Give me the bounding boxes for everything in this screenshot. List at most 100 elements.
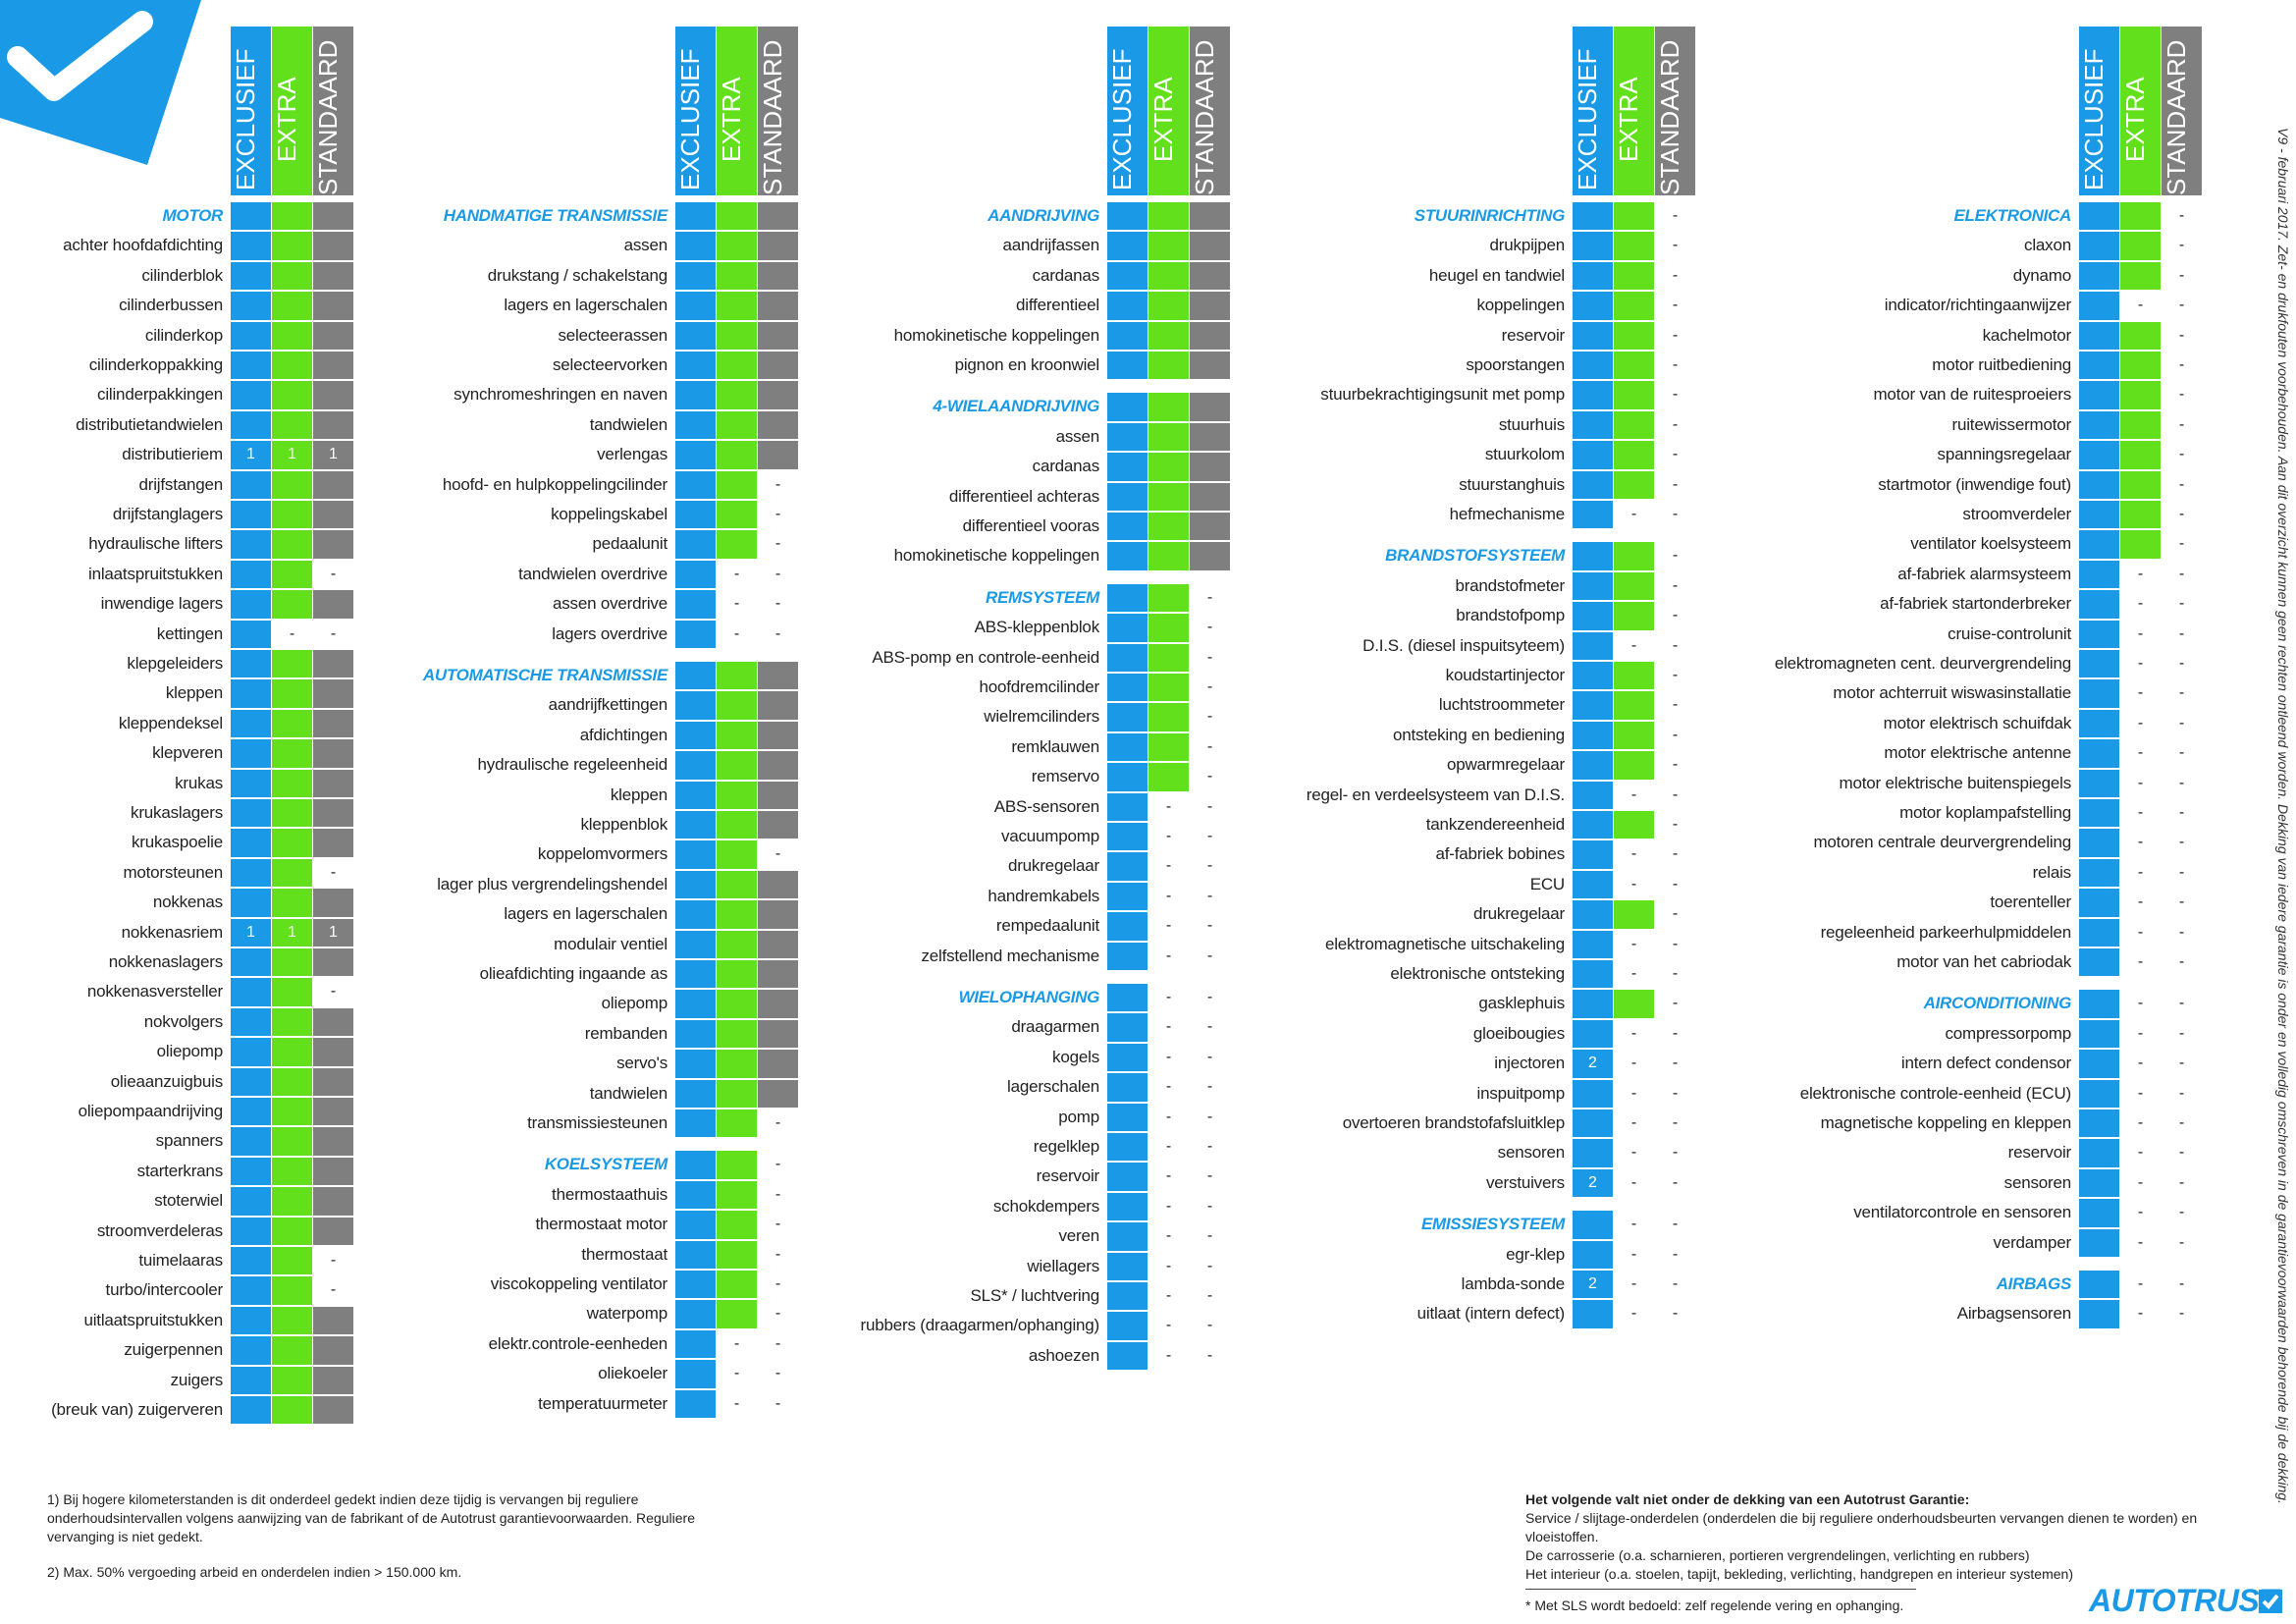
coverage-cell [2120, 410, 2161, 440]
coverage-cell [313, 948, 353, 977]
coverage-cell [1107, 852, 1148, 881]
coverage-cell [2079, 620, 2119, 648]
part-label: differentieel vooras [962, 516, 1100, 535]
coverage-cell [2079, 352, 2119, 380]
part-label: uitlaatspruitstukken [83, 1310, 223, 1329]
coverage-cell: - [2178, 1024, 2185, 1042]
part-label: drukpijpen [1489, 236, 1566, 255]
coverage-cell [1107, 1103, 1148, 1131]
part-label: kettingen [156, 623, 223, 643]
coverage-cell: - [1206, 1108, 1213, 1125]
coverage-cell [2079, 990, 2119, 1018]
coverage-cell [758, 990, 798, 1018]
coverage-cell [2120, 470, 2161, 499]
coverage-cell: - [1206, 797, 1213, 815]
coverage-cell [758, 900, 798, 929]
coverage-cell [2079, 292, 2119, 320]
coverage-cell [272, 1127, 312, 1156]
coverage-cell [1107, 393, 1148, 421]
coverage-cell: - [1672, 356, 1679, 373]
coverage-cell [313, 679, 353, 708]
part-label: motor van de ruitesproeiers [1873, 385, 2071, 405]
coverage-cell: - [1630, 875, 1637, 893]
coverage-cell [1614, 571, 1654, 601]
coverage-cell: - [1672, 607, 1679, 624]
coverage-cell: - [1165, 1048, 1172, 1065]
part-label: nokkenasriem [121, 922, 224, 942]
part-label: cilinderblok [141, 265, 223, 285]
part-label: regeleenheid parkeerhulpmiddelen [1820, 922, 2072, 942]
coverage-cell [2079, 889, 2119, 917]
coverage-cell: - [1630, 636, 1637, 654]
coverage-cell [313, 889, 353, 917]
part-label: ABS-kleppenblok [974, 618, 1100, 637]
part-label: krukas [175, 773, 223, 792]
coverage-cell [313, 1157, 353, 1186]
part-label: lagers overdrive [552, 623, 667, 643]
coverage-cell: - [774, 1216, 781, 1233]
part-label: krukaspoelie [131, 833, 223, 852]
coverage-cell: 1 [313, 441, 353, 469]
coverage-cell: - [774, 1185, 781, 1203]
coverage-cell: - [2178, 475, 2185, 493]
coverage-cell: - [1206, 619, 1213, 636]
coverage-cell [675, 620, 716, 648]
coverage-cell: 1 [272, 918, 312, 947]
coverage-cell [1573, 542, 1613, 570]
coverage-cell [717, 1050, 757, 1078]
coverage-cell: - [1672, 1275, 1679, 1292]
coverage-cell: - [1630, 1216, 1637, 1233]
coverage-cell [231, 1336, 271, 1365]
coverage-cell [675, 1271, 716, 1299]
coverage-cell: - [1672, 696, 1679, 714]
coverage-cell [758, 1050, 798, 1078]
coverage-cell [1573, 1240, 1613, 1269]
coverage-cell: - [1672, 1216, 1679, 1233]
coverage-cell: - [2137, 744, 2144, 762]
coverage-cell [272, 829, 312, 857]
part-label: rubbers (draagarmen/ophanging) [860, 1316, 1100, 1335]
coverage-cell [231, 1396, 271, 1425]
coverage-cell [2079, 261, 2119, 291]
part-label: compressorpomp [1945, 1023, 2071, 1043]
coverage-cell [1107, 792, 1148, 821]
part-label: drukregelaar [1472, 904, 1565, 924]
coverage-cell [675, 1329, 716, 1359]
part-label: relais [2032, 862, 2072, 882]
coverage-cell [1148, 453, 1189, 481]
coverage-cell [1148, 232, 1189, 260]
coverage-cell [1148, 422, 1189, 452]
part-label: inwendige lagers [100, 594, 224, 614]
coverage-cell: - [1672, 1144, 1679, 1162]
part-label: distributietandwielen [76, 414, 223, 434]
part-label: waterpomp [586, 1304, 667, 1324]
coverage-cell [675, 662, 716, 690]
coverage-cell: - [2178, 1114, 2185, 1131]
coverage-cell [2079, 948, 2119, 977]
coverage-cell: - [1672, 995, 1679, 1012]
coverage-cell [1107, 703, 1148, 731]
coverage-cell: - [1672, 475, 1679, 493]
part-label: zuigerpennen [124, 1340, 223, 1360]
coverage-cell [675, 1110, 716, 1138]
coverage-cell [2079, 501, 2119, 529]
coverage-cell [1573, 501, 1613, 529]
coverage-cell [272, 679, 312, 708]
coverage-cell [1190, 292, 1230, 320]
part-label: stuurstanghuis [1459, 474, 1565, 494]
part-label: magnetische koppeling en kleppen [1820, 1113, 2072, 1132]
coverage-cell [231, 321, 271, 350]
coverage-cell [1107, 1043, 1148, 1072]
part-label: zuigers [170, 1370, 224, 1389]
coverage-cell: - [1672, 446, 1679, 463]
coverage-cell [2079, 769, 2119, 797]
coverage-cell: - [1672, 1114, 1679, 1131]
coverage-cell: - [774, 1394, 781, 1412]
coverage-cell [1148, 674, 1189, 702]
part-label: stroomverdeleras [96, 1220, 223, 1240]
column-header: STANDAARD [2162, 27, 2202, 195]
part-label: spanners [155, 1131, 224, 1151]
section-title: AIRCONDITIONING [1923, 994, 2072, 1013]
coverage-cell: - [1630, 1245, 1637, 1263]
coverage-cell [675, 721, 716, 750]
